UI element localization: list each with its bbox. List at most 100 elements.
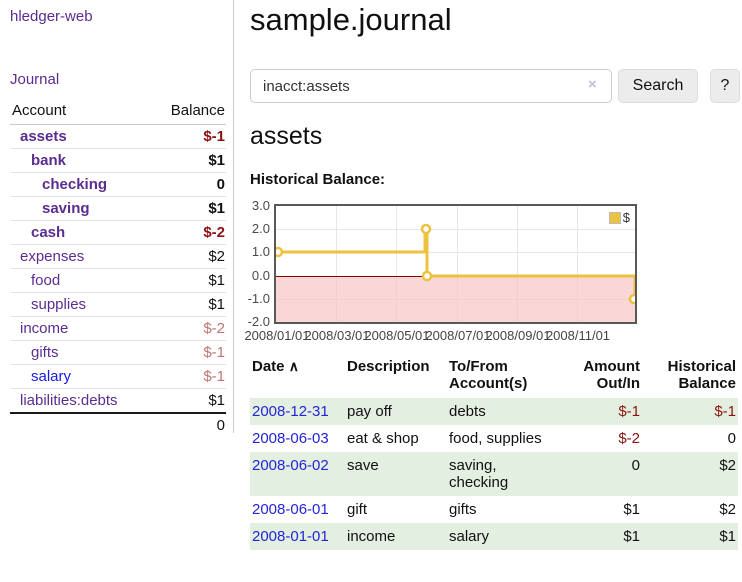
account-balance: $-1 bbox=[150, 364, 226, 389]
transaction-date-link[interactable]: 2008-06-02 bbox=[252, 457, 329, 474]
register-col-description[interactable]: Description bbox=[347, 358, 430, 375]
account-link-bank[interactable]: bank bbox=[31, 152, 67, 169]
search-button[interactable]: Search bbox=[618, 69, 698, 103]
account-link-assets[interactable]: assets bbox=[20, 128, 67, 145]
transaction-description: save bbox=[347, 457, 379, 474]
y-axis-tick: 1.0 bbox=[251, 244, 270, 259]
account-row-cash: cash $-2 bbox=[10, 220, 226, 245]
account-row-liabilities-debts: liabilities:debts $1 bbox=[10, 388, 226, 414]
account-balance: $-1 bbox=[150, 340, 226, 365]
account-link-saving[interactable]: saving bbox=[42, 200, 90, 217]
date-header-label: Date bbox=[252, 358, 285, 375]
transaction-accounts: debts bbox=[449, 403, 486, 420]
sidebar-divider bbox=[233, 0, 234, 433]
chart-title: Historical Balance: bbox=[250, 171, 386, 188]
account-balance: $-2 bbox=[150, 316, 226, 341]
register-table: Date ∧ Description To/From Account(s) Am… bbox=[250, 356, 738, 550]
legend-swatch-icon bbox=[608, 211, 621, 224]
gridline bbox=[336, 206, 337, 322]
register-col-accounts[interactable]: To/From Account(s) bbox=[449, 358, 528, 392]
account-row-food: food $1 bbox=[10, 268, 226, 293]
data-point bbox=[421, 270, 433, 282]
data-point bbox=[276, 246, 284, 258]
account-row-checking: checking 0 bbox=[10, 172, 226, 197]
search-form: × Search ? bbox=[250, 69, 740, 103]
transaction-date-link[interactable]: 2008-06-01 bbox=[252, 501, 329, 518]
accounts-col-balance: Balance bbox=[150, 98, 226, 125]
register-row: 2008-06-01 gift gifts $1 $2 bbox=[250, 496, 738, 523]
transaction-balance: $1 bbox=[719, 528, 736, 545]
account-balance: $-2 bbox=[150, 220, 226, 245]
register-header-row: Date ∧ Description To/From Account(s) Am… bbox=[250, 356, 738, 398]
account-balance: $1 bbox=[150, 292, 226, 317]
account-link-income[interactable]: income bbox=[20, 320, 69, 337]
accounts-header-row: Account Balance bbox=[10, 98, 226, 125]
transaction-accounts: gifts bbox=[449, 501, 477, 518]
sidebar-item-journal[interactable]: Journal bbox=[10, 71, 60, 88]
y-axis-tick: -1.0 bbox=[247, 291, 270, 306]
register-row: 2008-01-01 income salary $1 $1 bbox=[250, 523, 738, 550]
accounts-total-row: 0 bbox=[10, 412, 226, 437]
account-row-assets: assets $-1 bbox=[10, 124, 226, 149]
account-link-expenses[interactable]: expenses bbox=[20, 248, 85, 265]
register-row: 2008-06-02 save saving, checking 0 $2 bbox=[250, 452, 738, 496]
accounts-col-account: Account bbox=[10, 98, 151, 125]
x-axis-tick: 2008/09/01 bbox=[485, 328, 551, 343]
help-button[interactable]: ? bbox=[710, 69, 740, 103]
account-link-cash[interactable]: cash bbox=[31, 224, 66, 241]
x-axis-tick: 2008/01/01 bbox=[244, 328, 310, 343]
chart-plot-area: $ bbox=[274, 204, 637, 324]
account-balance: $1 bbox=[150, 148, 226, 173]
gridline bbox=[276, 252, 635, 253]
clear-search-icon[interactable]: × bbox=[588, 76, 597, 93]
transaction-description: pay off bbox=[347, 403, 392, 420]
transaction-accounts: saving, checking bbox=[449, 457, 509, 491]
account-link-gifts[interactable]: gifts bbox=[31, 344, 59, 361]
account-heading: assets bbox=[250, 122, 323, 150]
x-axis-tick: 2008/11/01 bbox=[545, 328, 611, 343]
transaction-date-link[interactable]: 2008-12-31 bbox=[252, 403, 329, 420]
register-col-amount[interactable]: Amount Out/In bbox=[583, 358, 640, 392]
gridline bbox=[577, 206, 578, 322]
transaction-amount: $-1 bbox=[618, 403, 640, 420]
register-col-balance[interactable]: Historical Balance bbox=[667, 358, 736, 392]
data-point bbox=[628, 293, 635, 305]
transaction-amount: $-2 bbox=[618, 430, 640, 447]
account-balance: $1 bbox=[150, 268, 226, 293]
legend-label: $ bbox=[622, 210, 630, 225]
account-link-liabilities-debts[interactable]: liabilities:debts bbox=[20, 392, 118, 409]
negative-region-fill bbox=[276, 277, 635, 322]
x-axis-tick: 2008/07/01 bbox=[425, 328, 491, 343]
transaction-date-link[interactable]: 2008-06-03 bbox=[252, 430, 329, 447]
y-axis-tick: 2.0 bbox=[251, 221, 270, 236]
account-row-expenses: expenses $2 bbox=[10, 244, 226, 269]
account-link-checking[interactable]: checking bbox=[42, 176, 108, 193]
search-input[interactable] bbox=[250, 69, 612, 103]
register-col-date[interactable]: Date ∧ bbox=[250, 356, 345, 398]
historical-balance-chart: 3.0 2.0 1.0 0.0 -1.0 -2.0 bbox=[240, 198, 660, 346]
register-row: 2008-06-03 eat & shop food, supplies $-2… bbox=[250, 425, 738, 452]
accounts-total-value: 0 bbox=[150, 412, 226, 437]
transaction-description: income bbox=[347, 528, 396, 545]
account-link-salary[interactable]: salary bbox=[31, 368, 72, 385]
account-balance: $1 bbox=[150, 196, 226, 221]
gridline bbox=[276, 229, 635, 230]
account-balance: $2 bbox=[150, 244, 226, 269]
x-axis-tick: 2008/05/01 bbox=[364, 328, 430, 343]
app-brand-link[interactable]: hledger-web bbox=[10, 8, 93, 25]
transaction-date-link[interactable]: 2008-01-01 bbox=[252, 528, 329, 545]
transaction-description: eat & shop bbox=[347, 430, 419, 447]
account-link-food[interactable]: food bbox=[31, 272, 61, 289]
transaction-description: gift bbox=[347, 501, 368, 518]
transaction-amount: $1 bbox=[623, 528, 640, 545]
transaction-accounts: salary bbox=[449, 528, 490, 545]
account-link-supplies[interactable]: supplies bbox=[31, 296, 87, 313]
data-point bbox=[420, 223, 432, 235]
account-row-salary: salary $-1 bbox=[10, 364, 226, 389]
transaction-amount: $1 bbox=[623, 501, 640, 518]
account-row-income: income $-2 bbox=[10, 316, 226, 341]
y-axis-tick: 3.0 bbox=[251, 198, 270, 213]
gridline bbox=[517, 206, 518, 322]
chart-legend: $ bbox=[606, 209, 632, 226]
main-content: sample.journal × Search ? assets Histori… bbox=[244, 0, 742, 582]
